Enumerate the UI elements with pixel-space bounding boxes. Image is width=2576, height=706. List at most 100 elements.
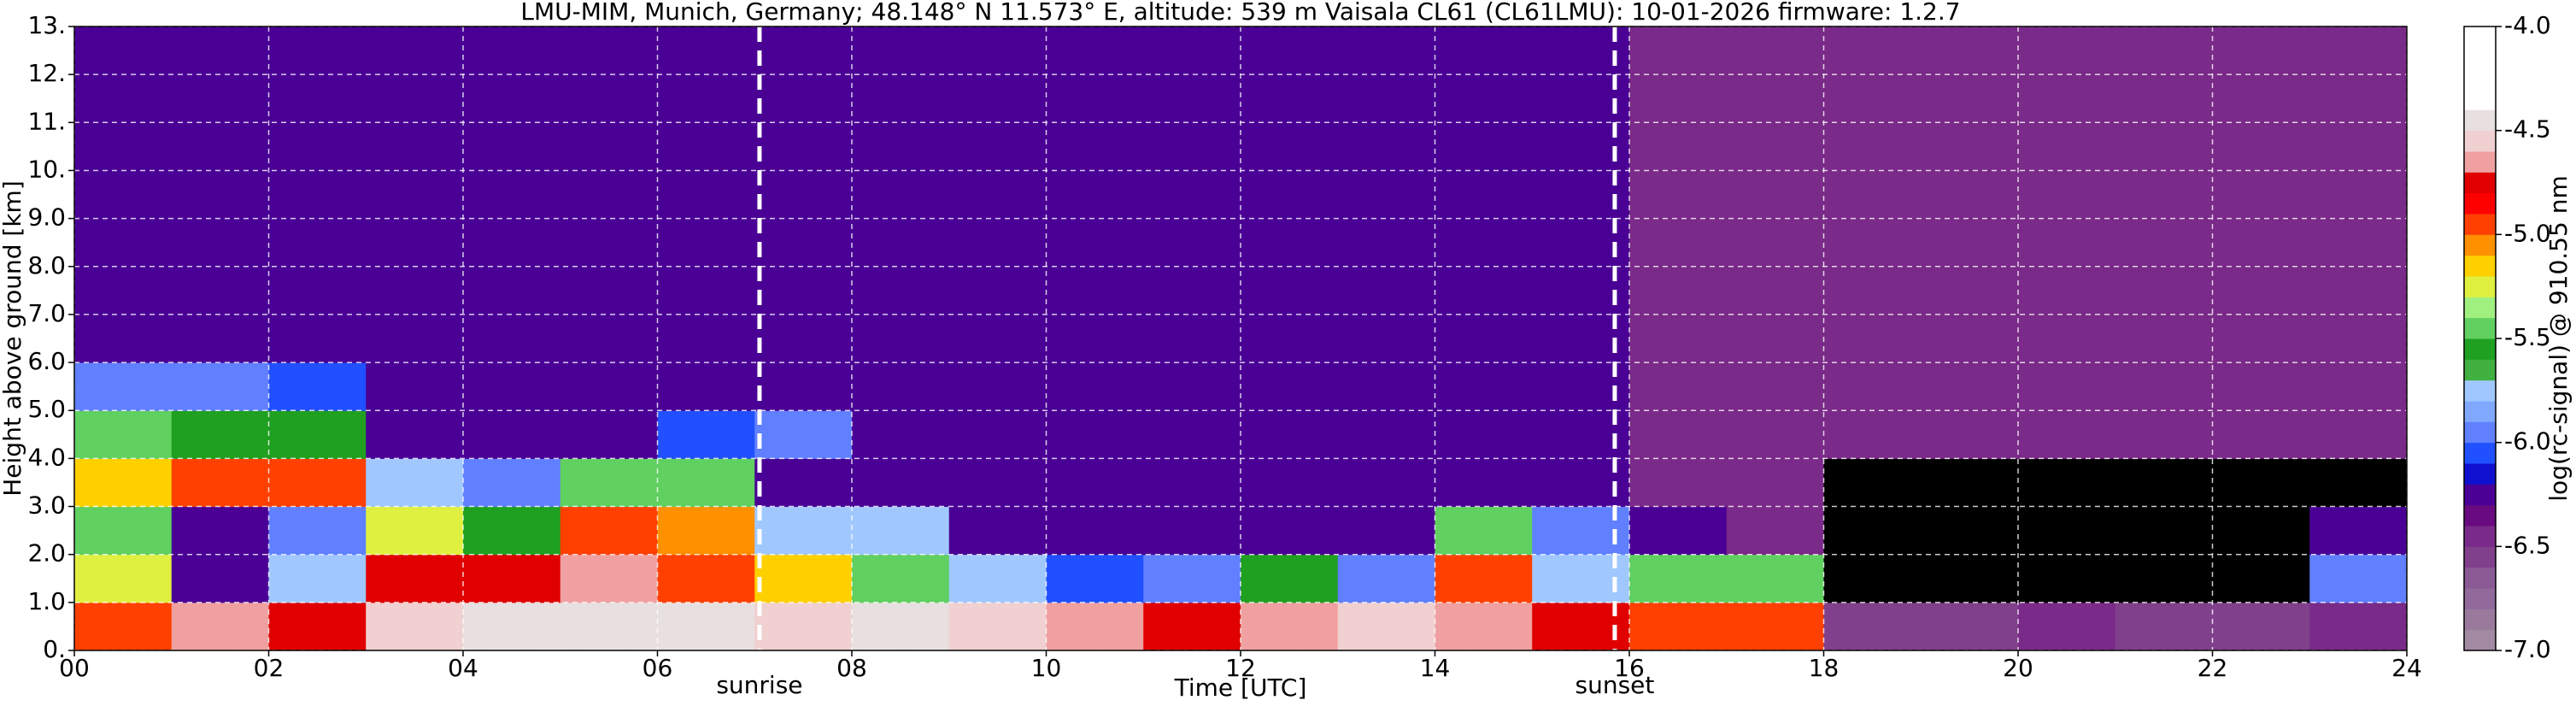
x-tick-label: 00 <box>59 654 90 682</box>
heatmap-cell <box>1337 218 1435 268</box>
heatmap-cell <box>463 218 561 268</box>
colorbar-segment <box>2464 401 2496 422</box>
heatmap-cell <box>268 314 367 363</box>
heatmap-cell <box>1337 554 1435 603</box>
heatmap-cell <box>2018 554 2116 603</box>
heatmap-cell <box>268 458 367 508</box>
heatmap-cell <box>2309 506 2408 556</box>
colorbar-segment <box>2464 338 2496 360</box>
heatmap-cell <box>268 26 367 75</box>
heatmap-cell <box>2212 458 2310 508</box>
heatmap-cell <box>1241 506 1339 556</box>
heatmap-cell <box>268 122 367 171</box>
heatmap-cell <box>1337 602 1435 651</box>
heatmap-cell <box>1823 170 1922 220</box>
heatmap-cell <box>560 266 658 315</box>
heatmap-cell <box>560 122 658 171</box>
heatmap-cell <box>1921 218 2019 268</box>
heatmap-cell <box>171 554 269 603</box>
heatmap-cell <box>2115 170 2213 220</box>
heatmap-cell <box>2115 266 2213 315</box>
colorbar-segment <box>2464 629 2496 651</box>
heatmap-cell <box>1435 314 1533 363</box>
heatmap-cell <box>1241 122 1339 171</box>
heatmap-cell <box>2018 602 2116 651</box>
heatmap-cell <box>1435 170 1533 220</box>
heatmap-cell <box>1726 410 1824 459</box>
heatmap-cell <box>1435 122 1533 171</box>
heatmap-cell <box>852 554 950 603</box>
colorbar-segment <box>2464 297 2496 319</box>
heatmap-cell <box>2018 506 2116 556</box>
heatmap-cell <box>948 218 1047 268</box>
colorbar-segment <box>2464 504 2496 527</box>
x-tick-label: 06 <box>643 654 673 682</box>
heatmap-cell <box>2309 170 2408 220</box>
x-tick-label: 04 <box>448 654 478 682</box>
colorbar-segment <box>2464 172 2496 194</box>
heatmap-cell <box>657 602 755 651</box>
heatmap-cell <box>2018 74 2116 123</box>
heatmap-cell <box>754 554 853 603</box>
heatmap-cell <box>463 506 561 556</box>
heatmap-cell <box>1143 458 1241 508</box>
heatmap-cell <box>1921 410 2019 459</box>
heatmap-cell <box>1337 122 1435 171</box>
y-tick-label: 11. <box>27 107 66 135</box>
heatmap-cell <box>268 266 367 315</box>
y-tick-label: 10. <box>27 155 66 183</box>
heatmap-cell <box>2212 266 2310 315</box>
colorbar-segment <box>2464 130 2496 152</box>
heatmap-cell <box>1823 602 1922 651</box>
heatmap-cell <box>852 410 950 459</box>
heatmap-cell <box>171 170 269 220</box>
heatmap-cell <box>2115 26 2213 75</box>
x-tick-label: 12 <box>1225 654 1256 682</box>
heatmap-cell <box>1046 554 1144 603</box>
heatmap-cell <box>1143 554 1241 603</box>
heatmap-cell <box>74 506 173 556</box>
heatmap-cell <box>852 26 950 75</box>
heatmap-cell <box>1921 74 2019 123</box>
heatmap-cell <box>2212 362 2310 411</box>
heatmap-cell <box>1435 410 1533 459</box>
heatmap-cell <box>74 458 173 508</box>
heatmap-cell <box>2309 266 2408 315</box>
heatmap-cell <box>1143 266 1241 315</box>
heatmap-cell <box>2115 554 2213 603</box>
colorbar-segment <box>2464 484 2496 506</box>
heatmap-cell <box>1726 266 1824 315</box>
heatmap-cell <box>2018 170 2116 220</box>
colorbar-segment <box>2464 47 2496 69</box>
colorbar-segment <box>2464 421 2496 444</box>
y-tick-label: 2.0 <box>27 539 66 568</box>
colorbar-tick-label: -7.0 <box>2504 635 2551 663</box>
heatmap-cell <box>74 122 173 171</box>
heatmap-cell <box>1241 218 1339 268</box>
x-tick-label: 08 <box>836 654 867 682</box>
heatmap-cell <box>560 554 658 603</box>
heatmap-cell <box>852 506 950 556</box>
heatmap-cell <box>1726 554 1824 603</box>
heatmap-cell <box>1726 602 1824 651</box>
heatmap-cell <box>2115 314 2213 363</box>
heatmap-cell <box>2309 122 2408 171</box>
heatmap-cell <box>74 266 173 315</box>
annotation-label: sunset <box>1576 671 1655 699</box>
heatmap-cell <box>463 266 561 315</box>
heatmap-cell <box>1046 218 1144 268</box>
heatmap-cell <box>2018 314 2116 363</box>
chart-title: LMU-MIM, Munich, Germany; 48.148° N 11.5… <box>520 0 1960 26</box>
heatmap-cell <box>2212 554 2310 603</box>
heatmap-cell <box>560 26 658 75</box>
heatmap-cell <box>1143 170 1241 220</box>
heatmap-cell <box>366 506 464 556</box>
heatmap-cell <box>268 410 367 459</box>
heatmap-cell <box>948 170 1047 220</box>
heatmap-cell <box>1921 314 2019 363</box>
heatmap-cell <box>2309 410 2408 459</box>
heatmap-cell <box>1435 218 1533 268</box>
heatmap-cell <box>2309 602 2408 651</box>
heatmap-cell <box>1337 314 1435 363</box>
